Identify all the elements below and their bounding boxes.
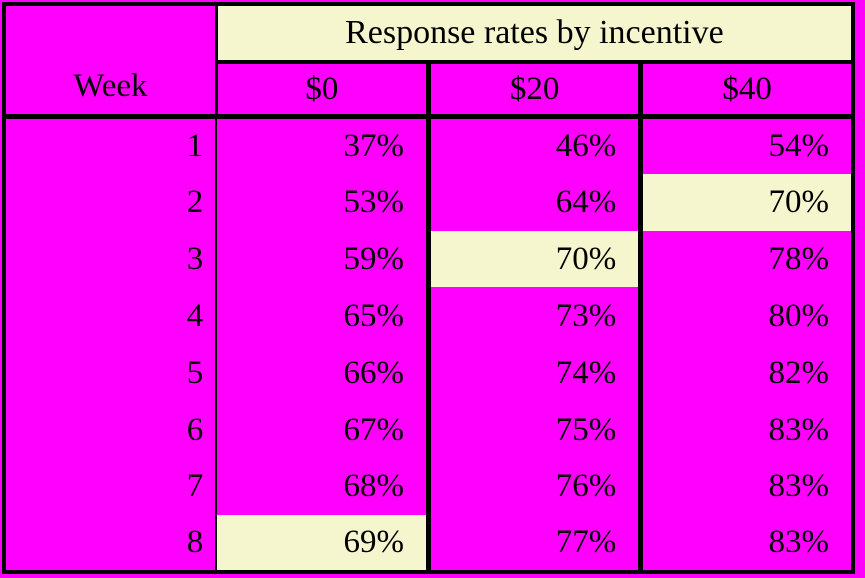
value-cell: 83% — [638, 515, 853, 572]
value-cell: 75% — [425, 401, 641, 459]
value-cell: 76% — [425, 458, 641, 515]
week-cell: 8 — [4, 515, 218, 572]
column-header-20-dollar: $20 — [425, 61, 641, 120]
week-cell: 4 — [4, 287, 218, 345]
value-cell: 54% — [638, 116, 853, 174]
column-header-0-dollar: $0 — [216, 61, 429, 120]
value-cell: 53% — [343, 183, 405, 220]
week-cell: 1 — [4, 116, 218, 174]
table-row: 3 59% 70% 78% — [4, 230, 853, 288]
value-cell: 68% — [343, 468, 405, 505]
table-row: 1 37% 46% 54% — [4, 116, 853, 174]
value-cell: 83% — [638, 458, 853, 515]
table-row: 7 68% 76% 83% — [4, 458, 853, 515]
value-cell: 64% — [425, 173, 641, 231]
value-cell: 77% — [425, 515, 641, 572]
table-row: 6 67% 75% 83% — [4, 401, 853, 459]
value-cell: 66% — [343, 354, 405, 391]
value-cell: 83% — [638, 401, 853, 459]
week-cell: 3 — [4, 230, 218, 288]
value-cell: 65% — [343, 297, 405, 334]
value-cell: 67% — [343, 411, 405, 448]
week-cell: 5 — [4, 344, 218, 402]
value-cell-highlighted: 69% — [216, 515, 429, 572]
table-title: Response rates by incentive — [214, 4, 853, 64]
column-header-row: $0 $20 $40 — [4, 61, 853, 120]
value-cell-highlighted: 70% — [425, 230, 641, 288]
week-cell: 2 — [4, 173, 218, 231]
week-cell: 7 — [4, 458, 218, 515]
table-row: 5 66% 74% 82% — [4, 344, 853, 402]
response-rates-table: Week Response rates by incentive $0 $20 … — [2, 2, 855, 574]
table-row: 4 65% 73% 80% — [4, 287, 853, 345]
value-cell: 82% — [638, 344, 853, 402]
value-cell: 74% — [425, 344, 641, 402]
column-header-40-dollar: $40 — [638, 61, 853, 120]
value-cell: 78% — [638, 230, 853, 288]
table-row: 2 53% 64% 70% — [4, 173, 853, 231]
week-column-header: Week — [4, 4, 218, 120]
table-title-row: Week Response rates by incentive — [4, 4, 853, 120]
value-cell: 37% — [343, 128, 405, 165]
table-row: 8 69% 77% 83% — [4, 515, 853, 572]
value-cell: 80% — [638, 287, 853, 345]
week-cell: 6 — [4, 401, 218, 459]
value-cell-highlighted: 70% — [638, 173, 853, 231]
value-cell: 73% — [425, 287, 641, 345]
value-cell: 59% — [343, 240, 405, 277]
value-cell: 46% — [425, 116, 641, 174]
